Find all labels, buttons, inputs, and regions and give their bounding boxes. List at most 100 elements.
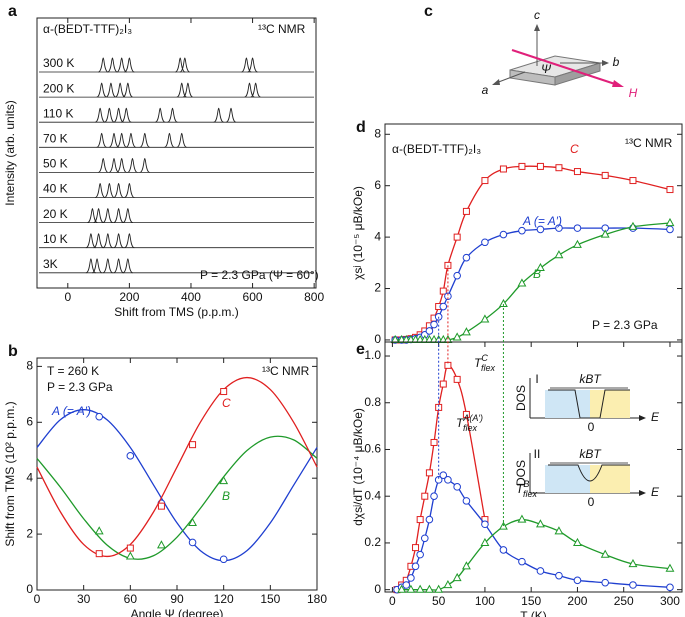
x-axis-label: Angle Ψ (degree) (131, 607, 224, 617)
marker (439, 380, 447, 388)
marker (462, 497, 471, 505)
x-tick-label: 150 (260, 592, 280, 606)
inset-energy: kBT (579, 372, 602, 386)
marker (555, 164, 563, 172)
marker (453, 375, 461, 383)
x-tick-label: 800 (304, 290, 324, 304)
occupied-states (545, 390, 590, 418)
panel-label: e (356, 341, 365, 358)
peak (96, 132, 107, 148)
peak (125, 132, 137, 148)
y-tick-label: 0 (374, 332, 381, 346)
marker (461, 561, 471, 570)
annotation: α-(BEDT-TTF)₂I₃ (392, 142, 481, 156)
marker (629, 581, 637, 589)
axis-label: a (482, 83, 489, 97)
marker (555, 224, 563, 232)
dos-curve (548, 464, 630, 482)
series-line (401, 518, 671, 591)
marker (666, 225, 674, 234)
peak (102, 258, 114, 274)
x-tick-label: 180 (307, 592, 327, 606)
flex-sub: flex (481, 363, 496, 373)
inset-label: I (535, 372, 538, 386)
axis-label: b (613, 55, 620, 69)
marker (665, 217, 675, 227)
trace-label: 70 K (43, 131, 68, 145)
marker (421, 492, 429, 500)
empty-states (590, 390, 630, 418)
occupied-states (545, 465, 590, 493)
x-tick-label: 200 (119, 290, 139, 304)
arrowhead (534, 24, 540, 31)
marker (407, 574, 415, 582)
y-tick-label: 0.4 (364, 488, 381, 502)
x-tick-label: 50 (432, 594, 446, 608)
marker (666, 583, 674, 592)
peak (85, 258, 97, 274)
peak (167, 107, 178, 123)
marker (406, 584, 416, 593)
marker (573, 224, 582, 232)
plot-frame (384, 123, 683, 343)
x-tick-label: 120 (214, 592, 234, 606)
series-label: A (= A′) (51, 404, 91, 418)
marker (573, 168, 581, 176)
arrowhead (639, 415, 646, 421)
marker (219, 475, 229, 485)
field-arrow (511, 49, 619, 86)
marker (462, 253, 471, 262)
marker (498, 298, 508, 308)
trace-label: 300 K (43, 56, 74, 70)
marker (411, 562, 420, 571)
series-label: A (= A′) (522, 214, 562, 228)
marker (219, 555, 228, 564)
panel-label: b (8, 343, 18, 360)
marker (573, 576, 582, 585)
marker (430, 320, 438, 329)
marker (535, 262, 545, 272)
marker (499, 230, 508, 239)
y-tick-label: 2 (26, 526, 33, 540)
marker (555, 571, 563, 580)
peak (247, 57, 258, 73)
series-label: B (222, 489, 230, 503)
marker (94, 526, 104, 535)
chart-panel: d 0 2 4 6 8 χsʲ (10⁻⁵ μB/kOe) α-(BEDT-TTF)₂I₃ ¹³… (351, 119, 683, 346)
y-tick-label: 0.6 (364, 442, 381, 456)
panel-label: d (356, 119, 366, 136)
x-tick-label: 300 (660, 594, 680, 608)
peak (113, 183, 124, 198)
inset-ylabel: DOS (514, 385, 528, 411)
marker (480, 314, 490, 323)
peak (124, 233, 135, 249)
chart-panel: a 0 200 400 600 800 Shift from TMS (p.p.m.) Int… (3, 3, 324, 319)
marker (425, 327, 434, 335)
peak (124, 183, 135, 198)
inset-xlabel: E (651, 485, 660, 499)
marker (600, 229, 610, 238)
marker (628, 221, 638, 230)
y-axis-label: Intensity (arb. units) (3, 100, 17, 205)
marker (518, 557, 526, 566)
marker (157, 540, 166, 549)
peak (104, 183, 115, 198)
annotation: ¹³C NMR (262, 364, 310, 378)
marker (517, 514, 527, 523)
marker (518, 226, 526, 235)
y-tick-label: 6 (26, 414, 33, 428)
peak (87, 208, 98, 224)
flex-sup: C (481, 353, 488, 363)
x-tick-label: 60 (124, 592, 138, 606)
panel-label: c (424, 3, 433, 20)
peak (116, 57, 127, 73)
trace-label: 40 K (43, 182, 68, 196)
marker (189, 441, 197, 449)
peak (113, 233, 124, 249)
y-tick-label: 8 (26, 359, 33, 373)
empty-states (590, 465, 630, 493)
marker (601, 578, 610, 587)
x-tick-label: 250 (614, 594, 634, 608)
marker (439, 287, 447, 295)
y-tick-label: 8 (374, 126, 381, 140)
